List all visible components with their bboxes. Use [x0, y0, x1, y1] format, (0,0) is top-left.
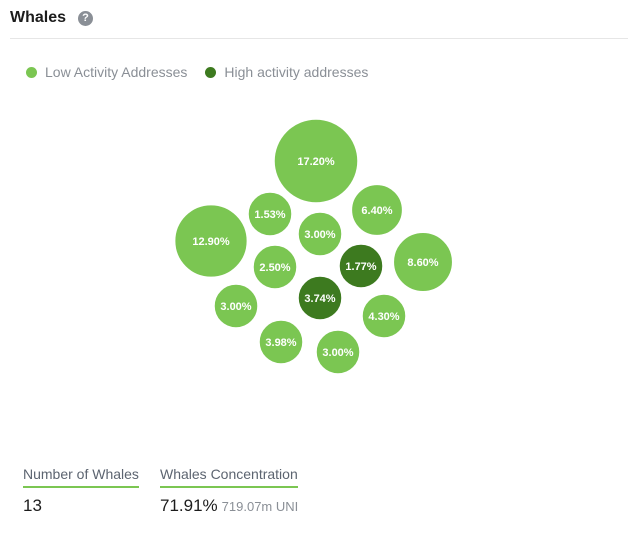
bubble-label: 1.77%	[345, 261, 376, 273]
bubble-low-activity[interactable]	[361, 293, 407, 339]
legend: Low Activity Addresses High activity add…	[26, 64, 386, 80]
bubble-high-activity[interactable]	[338, 243, 384, 289]
bubble-label: 12.90%	[192, 236, 230, 248]
bubble-low-activity[interactable]	[247, 191, 293, 237]
bubble-label: 8.60%	[407, 257, 438, 269]
legend-label-high-activity: High activity addresses	[224, 64, 369, 80]
bubble-low-activity[interactable]	[297, 211, 343, 257]
bubble-low-activity[interactable]	[213, 283, 259, 329]
bubble-label: 17.20%	[297, 156, 335, 168]
bubble-label: 3.98%	[265, 337, 296, 349]
bubble-label: 4.30%	[368, 311, 399, 323]
stat-whales-concentration: Whales Concentration 71.91% 719.07m UNI	[160, 466, 298, 516]
bubble-low-activity[interactable]	[258, 319, 304, 365]
legend-label-low-activity: Low Activity Addresses	[45, 64, 188, 80]
bubble-high-activity[interactable]	[297, 275, 343, 321]
bubble-label: 3.00%	[220, 301, 251, 313]
legend-dot-low-activity	[26, 66, 37, 78]
bubble-low-activity[interactable]	[173, 203, 249, 279]
legend-item-low-activity[interactable]: Low Activity Addresses	[26, 64, 187, 80]
question-icon[interactable]: ?	[78, 10, 94, 26]
bubble-label: 3.74%	[304, 293, 335, 305]
stat-value-number-of-whales: 13	[23, 496, 42, 515]
bubble-label: 3.00%	[304, 229, 335, 241]
bubble-low-activity[interactable]	[315, 329, 361, 375]
bubble-label: 2.50%	[259, 262, 290, 274]
bubble-low-activity[interactable]	[392, 231, 454, 293]
bubble-label: 3.00%	[322, 347, 353, 359]
bubble-label: 1.53%	[254, 209, 285, 221]
stat-number-of-whales: Number of Whales 13	[23, 466, 139, 516]
header: Whales ?	[10, 6, 94, 30]
legend-item-high-activity[interactable]: High activity addresses	[205, 64, 368, 80]
divider	[10, 38, 628, 39]
stat-label-number-of-whales: Number of Whales	[23, 466, 139, 488]
stat-value-whales-concentration: 71.91% 719.07m UNI	[160, 496, 298, 516]
bubble-low-activity[interactable]	[252, 244, 298, 290]
concentration-uni-amount: 719.07m UNI	[221, 499, 299, 514]
stat-label-whales-concentration: Whales Concentration	[160, 466, 298, 488]
bubble-chart: 17.20% 12.90% 8.60% 6.40% 4.30% 3.98% 3.74% 3.0…	[173, 118, 454, 375]
bubble-label: 6.40%	[361, 205, 392, 217]
bubble-low-activity[interactable]	[350, 183, 404, 237]
legend-dot-high-activity	[205, 66, 217, 78]
concentration-percent: 71.91%	[160, 496, 218, 515]
page-title: Whales	[10, 9, 67, 26]
bubble-low-activity[interactable]	[273, 118, 359, 204]
